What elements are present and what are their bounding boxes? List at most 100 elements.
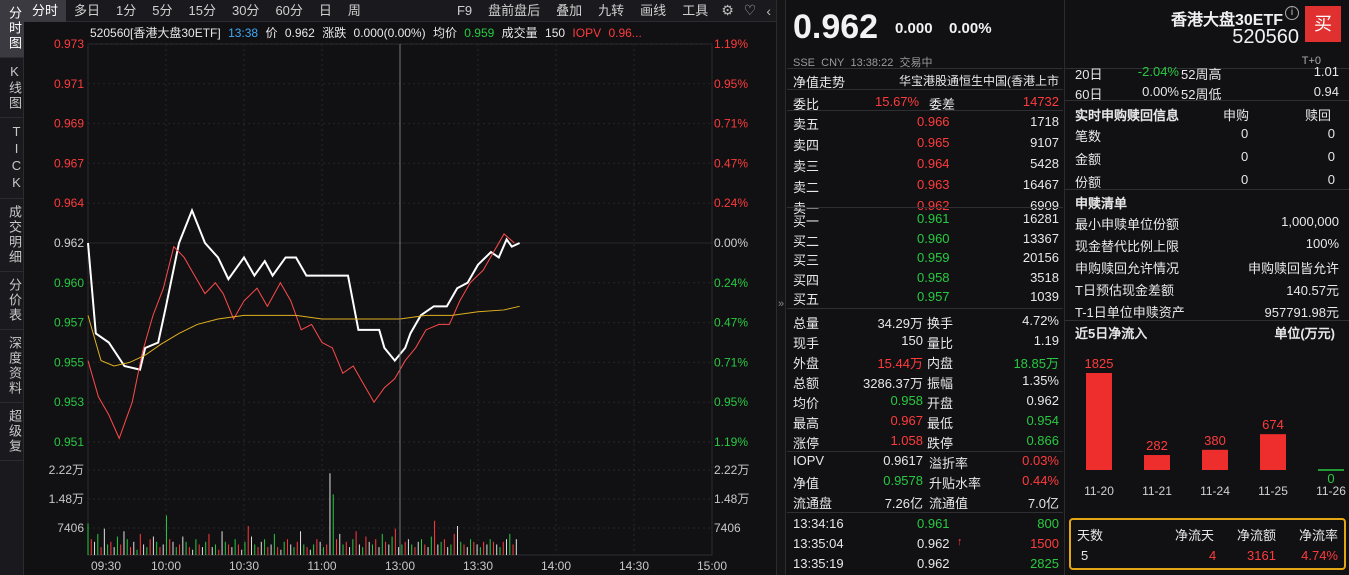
pct-axis-label: 0.95% bbox=[714, 395, 748, 409]
period-tab-4[interactable]: 15分 bbox=[188, 2, 216, 18]
bid-label: 买二 bbox=[793, 233, 820, 249]
flow-bar bbox=[1260, 434, 1286, 470]
tool-button-0[interactable]: F9 bbox=[456, 2, 473, 18]
stat-value-2: 0.866 bbox=[1026, 433, 1059, 448]
period-tab-6[interactable]: 60分 bbox=[275, 2, 303, 18]
tool-button-1[interactable]: 盘前盘后 bbox=[488, 2, 541, 18]
period-tab-7[interactable]: 日 bbox=[318, 2, 332, 18]
tool-button-3[interactable]: 九转 bbox=[598, 2, 625, 18]
price-axis-label: 0.973 bbox=[54, 37, 84, 51]
price-axis-label: 0.951 bbox=[54, 435, 84, 449]
intraday-chart-area[interactable]: 520560[香港大盘30ETF] 13:38 价 0.962 涨跌 0.000… bbox=[24, 22, 776, 575]
ask-volume: 5428 bbox=[1030, 156, 1059, 171]
period-tab-2[interactable]: 1分 bbox=[116, 2, 137, 18]
bid-row: 买二 0.960 13367 bbox=[787, 229, 1063, 249]
period-tab-list: 分时 多日 1分 5分 15分 30分 60分日周 bbox=[24, 0, 369, 22]
info-icon[interactable]: i bbox=[1285, 6, 1299, 20]
chevron-left-icon[interactable]: ‹ bbox=[766, 2, 771, 19]
expand-arrows-icon[interactable]: » bbox=[778, 298, 785, 310]
time-axis-label: 15:00 bbox=[697, 559, 727, 573]
divider bbox=[1065, 68, 1349, 69]
stat-value: 150 bbox=[901, 333, 923, 348]
period-tab-3[interactable]: 5分 bbox=[152, 2, 173, 18]
stat-value: 0.967 bbox=[890, 413, 923, 428]
time-axis-label: 11:00 bbox=[307, 559, 336, 573]
bid-price: 0.957 bbox=[917, 289, 950, 304]
list-value: 140.57元 bbox=[1286, 283, 1339, 298]
list-label: 现金替代比例上限 bbox=[1075, 239, 1180, 254]
stats2-row: 净值 0.9578 升贴水率 0.44% bbox=[787, 471, 1063, 491]
tick-price: 0.962 bbox=[917, 556, 950, 571]
ask-row: 卖一 0.962 6909 bbox=[787, 196, 1063, 216]
stat-value-2: 7.0亿 bbox=[1027, 496, 1059, 511]
side-tab-0[interactable]: 分时图 bbox=[0, 0, 24, 58]
volume-axis-label-right: 7406 bbox=[714, 521, 741, 535]
tool-button-2[interactable]: 叠加 bbox=[556, 2, 583, 18]
stat-label-2: 内盘 bbox=[927, 356, 954, 371]
side-tab-2[interactable]: TICK bbox=[0, 118, 24, 199]
period-tab-1[interactable]: 多日 bbox=[74, 2, 101, 18]
price-axis-label: 0.957 bbox=[54, 316, 84, 330]
panel-splitter[interactable]: » bbox=[776, 0, 786, 575]
flow-bar-label: 0 bbox=[1327, 471, 1334, 486]
stat-value: 15.44万 bbox=[877, 356, 923, 371]
gear-icon[interactable]: ⚙ bbox=[721, 2, 734, 18]
tool-button-4[interactable]: 画线 bbox=[640, 2, 667, 18]
bid-label: 买五 bbox=[793, 292, 820, 307]
flow-category-label: 11-25 bbox=[1258, 484, 1288, 498]
side-tab-3[interactable]: 成交明细 bbox=[0, 199, 24, 272]
stats-row: 最高 0.967 最低 0.954 bbox=[787, 411, 1063, 431]
price-axis-label: 0.960 bbox=[54, 276, 84, 290]
buy-button[interactable]: 买 bbox=[1305, 6, 1341, 42]
price-axis-label: 0.953 bbox=[54, 395, 84, 409]
stat-value: 7.26亿 bbox=[884, 496, 923, 511]
price-change: 0.000 bbox=[895, 20, 933, 37]
pct-axis-label: 0.71% bbox=[714, 117, 748, 131]
pct-axis-label: 0.71% bbox=[714, 355, 748, 369]
ask-price: 0.963 bbox=[917, 177, 950, 192]
ask-volume: 9107 bbox=[1030, 135, 1059, 150]
stat-value: 0.9617 bbox=[883, 453, 923, 468]
flow-category-label: 11-26 bbox=[1316, 484, 1346, 498]
pct-axis-label: 0.47% bbox=[714, 156, 748, 170]
price-line bbox=[87, 207, 521, 371]
stat-label-2: 开盘 bbox=[927, 396, 954, 411]
time-axis-label: 09:30 bbox=[91, 559, 121, 573]
bid-volume: 13367 bbox=[1022, 230, 1059, 246]
stat-value: 0.958 bbox=[890, 393, 923, 408]
stats-row: 均价 0.958 开盘 0.962 bbox=[787, 391, 1063, 411]
intraday-chart[interactable]: 0.973 1.19% 0.971 0.95% 0.969 0.71% 0.967 0.47%… bbox=[24, 22, 776, 575]
ask-label: 卖一 bbox=[793, 201, 820, 216]
ask-volume: 16467 bbox=[1022, 177, 1059, 192]
stat-label-2: 换手 bbox=[927, 316, 954, 331]
side-tab-5[interactable]: 深度资料 bbox=[0, 330, 24, 403]
side-tab-6[interactable]: 超级复 bbox=[0, 403, 24, 461]
tick-row: 13:35:04 0.962 ↑ 1500 bbox=[787, 534, 1063, 554]
history-row: 60日 0.00% 52周低 0.94 bbox=[1073, 82, 1343, 102]
stat-label-2: 振幅 bbox=[927, 376, 954, 391]
stat-value-2: 0.954 bbox=[1026, 413, 1059, 428]
heart-icon[interactable]: ♡ bbox=[743, 2, 757, 18]
bid-volume: 16281 bbox=[1022, 211, 1059, 226]
period-tab-0[interactable]: 分时 bbox=[24, 0, 67, 22]
pct-axis-label: 0.24% bbox=[714, 276, 748, 290]
period-tab-5[interactable]: 30分 bbox=[231, 2, 260, 18]
side-tab-4[interactable]: 分价表 bbox=[0, 272, 24, 330]
stat-value-2: 18.85万 bbox=[1013, 356, 1059, 371]
time-axis-label: 10:30 bbox=[229, 559, 259, 573]
price-axis-label: 0.962 bbox=[54, 236, 84, 250]
stat-label: 总额 bbox=[793, 376, 820, 391]
tool-button-5[interactable]: 工具 bbox=[682, 2, 709, 18]
tick-price: 0.962 bbox=[917, 536, 950, 551]
flow-category-label: 11-21 bbox=[1142, 484, 1172, 498]
sub-a: 0 bbox=[1241, 149, 1249, 164]
hist-value-2: 0.94 bbox=[1313, 84, 1339, 99]
ask-price: 0.962 bbox=[917, 198, 950, 213]
side-tab-1[interactable]: K线图 bbox=[0, 58, 24, 118]
flow-summary-header-cell: 天数 bbox=[1077, 528, 1104, 543]
flow-bar-label: 282 bbox=[1146, 438, 1168, 453]
period-tab-8[interactable]: 周 bbox=[347, 2, 361, 18]
ask-volume: 6909 bbox=[1030, 198, 1059, 213]
bid-label: 买三 bbox=[793, 253, 820, 268]
stat-value-2: 4.72% bbox=[1022, 313, 1059, 328]
